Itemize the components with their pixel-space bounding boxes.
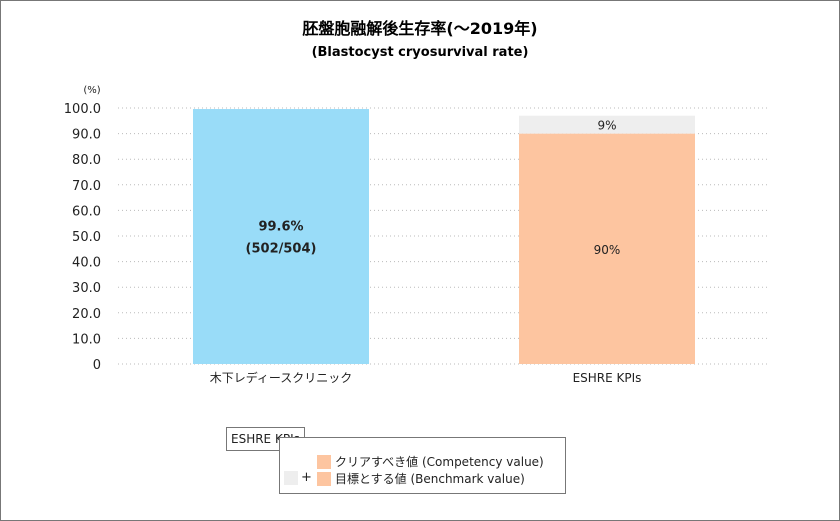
y-tick-label: 0 [93, 358, 101, 373]
plus-symbol: + [301, 470, 312, 485]
y-tick-label: 90.0 [72, 128, 101, 143]
data-label: 99.6% [258, 220, 303, 235]
legend-entry-benchmark: 目標とする値 (Benchmark value) [317, 471, 525, 487]
legend-label-competency: クリアすべき値 (Competency value) [335, 455, 544, 469]
legend-benchmark-prefix: + [284, 470, 315, 485]
bar-segment [519, 115, 695, 134]
y-axis-unit-label: (%) [83, 85, 100, 96]
x-category-label: ESHRE KPIs [573, 371, 642, 385]
y-tick-label: 30.0 [72, 281, 101, 296]
y-tick-label: 80.0 [72, 153, 101, 168]
y-tick-label: 50.0 [72, 230, 101, 245]
legend-swatch-benchmark [317, 472, 331, 486]
legend-entry-competency: クリアすべき値 (Competency value) [317, 454, 544, 470]
legend-label-benchmark: 目標とする値 (Benchmark value) [335, 472, 525, 486]
y-tick-label: 10.0 [72, 332, 101, 347]
y-tick-label: 60.0 [72, 204, 101, 219]
x-category-label: 木下レディースクリニック [210, 370, 353, 385]
y-tick-label: 40.0 [72, 256, 101, 271]
bar-segment [519, 133, 695, 364]
legend: クリアすべき値 (Competency value) + 目標とする値 (Ben… [279, 437, 566, 494]
y-tick-label: 20.0 [72, 307, 101, 322]
y-tick-label: 70.0 [72, 179, 101, 194]
chart-subtitle: (Blastocyst cryosurvival rate) [312, 45, 529, 60]
legend-swatch-benchmark-extra [284, 470, 298, 485]
chart-title: 胚盤胞融解後生存率(〜2019年) [302, 19, 537, 38]
data-label: (502/504) [246, 242, 317, 257]
data-label: 9% [597, 119, 616, 133]
y-tick-label: 100.0 [64, 102, 101, 117]
data-label: 90% [594, 243, 621, 257]
bar-segment [193, 109, 369, 364]
legend-swatch-competency [317, 455, 331, 469]
